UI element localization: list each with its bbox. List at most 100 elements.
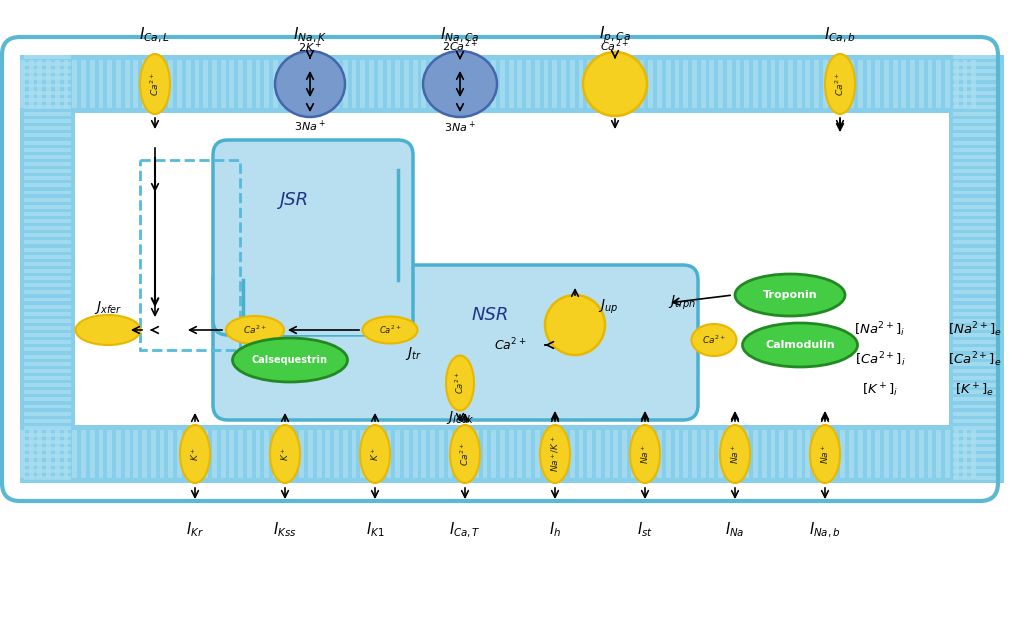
Bar [413, 429, 418, 478]
Bar [73, 60, 77, 108]
Text: JSR: JSR [281, 191, 309, 209]
Bar [735, 429, 740, 478]
Bar [953, 69, 999, 73]
Bar [264, 60, 269, 108]
Text: $Ca^{2+}$: $Ca^{2+}$ [148, 72, 161, 96]
Bar [29, 60, 34, 108]
Bar [299, 60, 304, 108]
Bar [25, 191, 71, 194]
Bar [25, 276, 71, 280]
Bar [561, 429, 566, 478]
Bar [20, 55, 75, 483]
Bar [953, 148, 999, 152]
Bar [360, 429, 366, 478]
Text: $K^+$: $K^+$ [280, 447, 291, 461]
FancyBboxPatch shape [70, 108, 954, 430]
Bar [953, 62, 999, 66]
Ellipse shape [76, 315, 140, 345]
Bar [666, 429, 671, 478]
Bar [949, 55, 1004, 483]
Bar [588, 60, 592, 108]
Bar [841, 60, 845, 108]
Bar [25, 98, 71, 102]
Bar [25, 469, 71, 473]
Bar [866, 60, 871, 108]
Bar [806, 60, 810, 108]
Ellipse shape [446, 356, 474, 411]
Bar [953, 333, 999, 337]
Text: Troponin: Troponin [763, 290, 817, 300]
Bar [953, 440, 999, 444]
Bar [25, 376, 71, 380]
Bar [953, 276, 999, 280]
Bar [90, 429, 94, 478]
Bar [972, 60, 976, 108]
Bar [25, 362, 71, 366]
Bar [343, 429, 348, 478]
Bar [108, 429, 112, 478]
Bar [81, 429, 86, 478]
Bar [378, 429, 383, 478]
Bar [25, 412, 71, 416]
Bar [901, 429, 906, 478]
Text: $I_{K1}$: $I_{K1}$ [366, 520, 384, 539]
Bar [404, 60, 409, 108]
Bar [893, 60, 897, 108]
Bar [953, 319, 999, 323]
Bar [657, 429, 662, 478]
Bar [439, 429, 443, 478]
Bar [151, 429, 156, 478]
Bar [569, 429, 574, 478]
Bar [569, 60, 574, 108]
Text: $I_{Na,K}$: $I_{Na,K}$ [293, 25, 327, 45]
Text: $K^+$: $K^+$ [369, 447, 381, 461]
Text: $J_{up}$: $J_{up}$ [598, 298, 618, 316]
Bar [308, 429, 312, 478]
Bar [945, 60, 950, 108]
Bar [395, 429, 400, 478]
Bar [919, 60, 924, 108]
Bar [953, 326, 999, 330]
Bar [185, 60, 190, 108]
Ellipse shape [226, 316, 284, 344]
Bar [683, 429, 688, 478]
Bar [25, 262, 71, 266]
Bar [29, 429, 34, 478]
Bar [623, 60, 627, 108]
Bar [953, 155, 999, 159]
Bar [806, 429, 810, 478]
Bar [579, 60, 584, 108]
Text: $Ca^{2+}$: $Ca^{2+}$ [454, 372, 466, 394]
Bar [814, 60, 819, 108]
Bar [492, 429, 496, 478]
Text: $I_{Na,b}$: $I_{Na,b}$ [809, 520, 841, 540]
Text: $J_{leak}$: $J_{leak}$ [445, 409, 474, 426]
Bar [185, 429, 190, 478]
Bar [509, 60, 513, 108]
Bar [910, 429, 915, 478]
Bar [605, 429, 609, 478]
Bar [25, 248, 71, 251]
Bar [953, 169, 999, 173]
Text: $3Na^+$: $3Na^+$ [294, 119, 326, 134]
Bar [25, 476, 71, 480]
Bar [788, 60, 793, 108]
Bar [430, 429, 435, 478]
Bar [657, 60, 662, 108]
Bar [25, 455, 71, 458]
Bar [535, 429, 540, 478]
Text: $[Na^{2+}]_i$: $[Na^{2+}]_i$ [854, 320, 905, 339]
Bar [849, 429, 854, 478]
Bar [718, 429, 723, 478]
Bar [25, 355, 71, 359]
Bar [90, 60, 94, 108]
Bar [953, 219, 999, 223]
Bar [953, 283, 999, 287]
Bar [25, 76, 71, 80]
Bar [25, 169, 71, 173]
Bar [326, 429, 331, 478]
Bar [38, 60, 42, 108]
Bar [25, 419, 71, 423]
Bar [953, 212, 999, 216]
Text: $I_{Kss}$: $I_{Kss}$ [273, 520, 297, 539]
